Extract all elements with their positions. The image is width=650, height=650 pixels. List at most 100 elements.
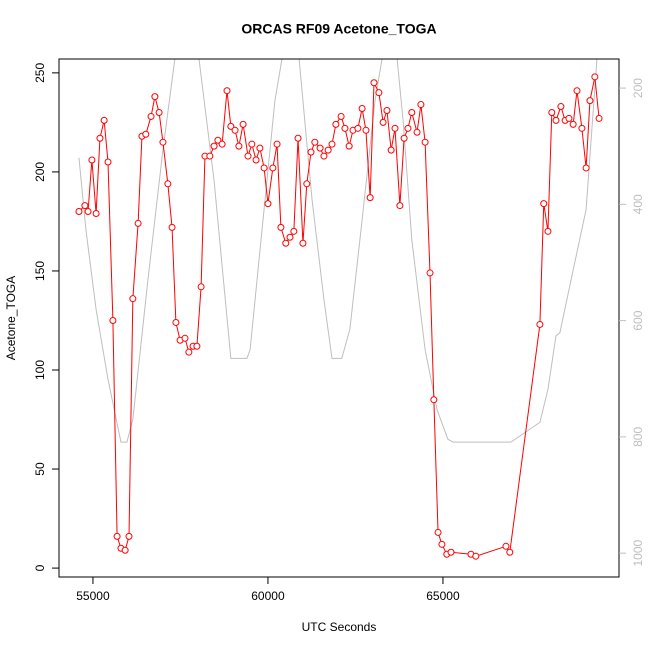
data-point: [316, 144, 324, 152]
data-point: [92, 210, 100, 218]
data-point: [387, 146, 395, 154]
data-point: [320, 152, 328, 160]
data-point: [400, 134, 408, 142]
data-point: [408, 108, 416, 116]
data-point: [206, 152, 214, 160]
data-point: [164, 180, 172, 188]
data-point: [540, 200, 548, 208]
data-point: [370, 79, 378, 87]
y2-tick-label: 200: [631, 78, 645, 98]
y-tick-label: 50: [33, 462, 47, 476]
data-point: [218, 140, 226, 148]
x-tick-label: 60000: [251, 589, 285, 603]
data-point: [328, 140, 336, 148]
data-point: [502, 542, 510, 550]
data-point: [159, 138, 167, 146]
data-point: [548, 108, 556, 116]
data-point: [142, 130, 150, 138]
data-point: [147, 112, 155, 120]
data-point: [294, 134, 302, 142]
data-point: [413, 128, 421, 136]
data-point: [595, 114, 603, 122]
data-point: [506, 548, 514, 556]
y-tick-label: 200: [33, 162, 47, 182]
y2-tick-label: 600: [631, 310, 645, 330]
y2-tick-label: 1000: [631, 539, 645, 566]
y-axis-title: Acetone_TOGA: [4, 276, 18, 361]
data-point: [273, 140, 281, 148]
data-point: [125, 532, 133, 540]
data-point: [282, 239, 290, 247]
data-point: [181, 334, 189, 342]
data-point: [299, 239, 307, 247]
y2-tick-label: 400: [631, 194, 645, 214]
plot-frame: [58, 58, 620, 578]
data-point: [438, 540, 446, 548]
x-tick-label: 65000: [426, 589, 460, 603]
data-point: [358, 105, 366, 113]
data-point: [113, 532, 121, 540]
data-point: [227, 122, 235, 130]
data-point: [197, 283, 205, 291]
data-point: [168, 223, 176, 231]
data-point: [193, 342, 201, 350]
data-point: [447, 548, 455, 556]
data-point: [231, 126, 239, 134]
data-point: [569, 120, 577, 128]
data-point: [565, 114, 573, 122]
data-point: [434, 528, 442, 536]
data-point: [396, 202, 404, 210]
data-point: [586, 97, 594, 105]
data-point: [260, 164, 268, 172]
data-point: [129, 295, 137, 303]
data-point: [552, 116, 560, 124]
data-point: [277, 223, 285, 231]
data-point: [88, 156, 96, 164]
data-point: [155, 108, 163, 116]
data-point: [341, 124, 349, 132]
data-point: [223, 87, 231, 95]
data-point: [324, 146, 332, 154]
data-point: [421, 138, 429, 146]
series-line: [78, 59, 598, 443]
x-axis-title: UTC Seconds: [302, 620, 377, 634]
data-point: [252, 156, 260, 164]
y2-tick-label: 800: [631, 427, 645, 447]
data-point: [417, 101, 425, 109]
data-point: [544, 227, 552, 235]
y-tick-label: 250: [33, 63, 47, 83]
data-point: [307, 148, 315, 156]
data-point: [151, 93, 159, 101]
data-point: [84, 208, 92, 216]
data-point: [354, 124, 362, 132]
data-point: [264, 200, 272, 208]
data-point: [100, 116, 108, 124]
data-point: [210, 142, 218, 150]
y-tick-label: 150: [33, 261, 47, 281]
data-point: [256, 144, 264, 152]
data-point: [375, 89, 383, 97]
data-point: [303, 180, 311, 188]
data-point: [591, 73, 599, 81]
plot-area: [75, 59, 603, 560]
data-point: [379, 118, 387, 126]
data-point: [290, 227, 298, 235]
data-point: [573, 87, 581, 95]
data-point: [311, 138, 319, 146]
data-point: [383, 107, 391, 115]
data-point: [366, 194, 374, 202]
data-point: [104, 158, 112, 166]
data-point: [121, 546, 129, 554]
data-point: [337, 112, 345, 120]
data-point: [362, 126, 370, 134]
data-point: [391, 124, 399, 132]
data-point: [75, 208, 83, 216]
data-point: [214, 136, 222, 144]
data-point: [81, 202, 89, 210]
data-point: [239, 120, 247, 128]
y-tick-label: 100: [33, 360, 47, 380]
data-point: [269, 164, 277, 172]
data-point: [235, 142, 243, 150]
